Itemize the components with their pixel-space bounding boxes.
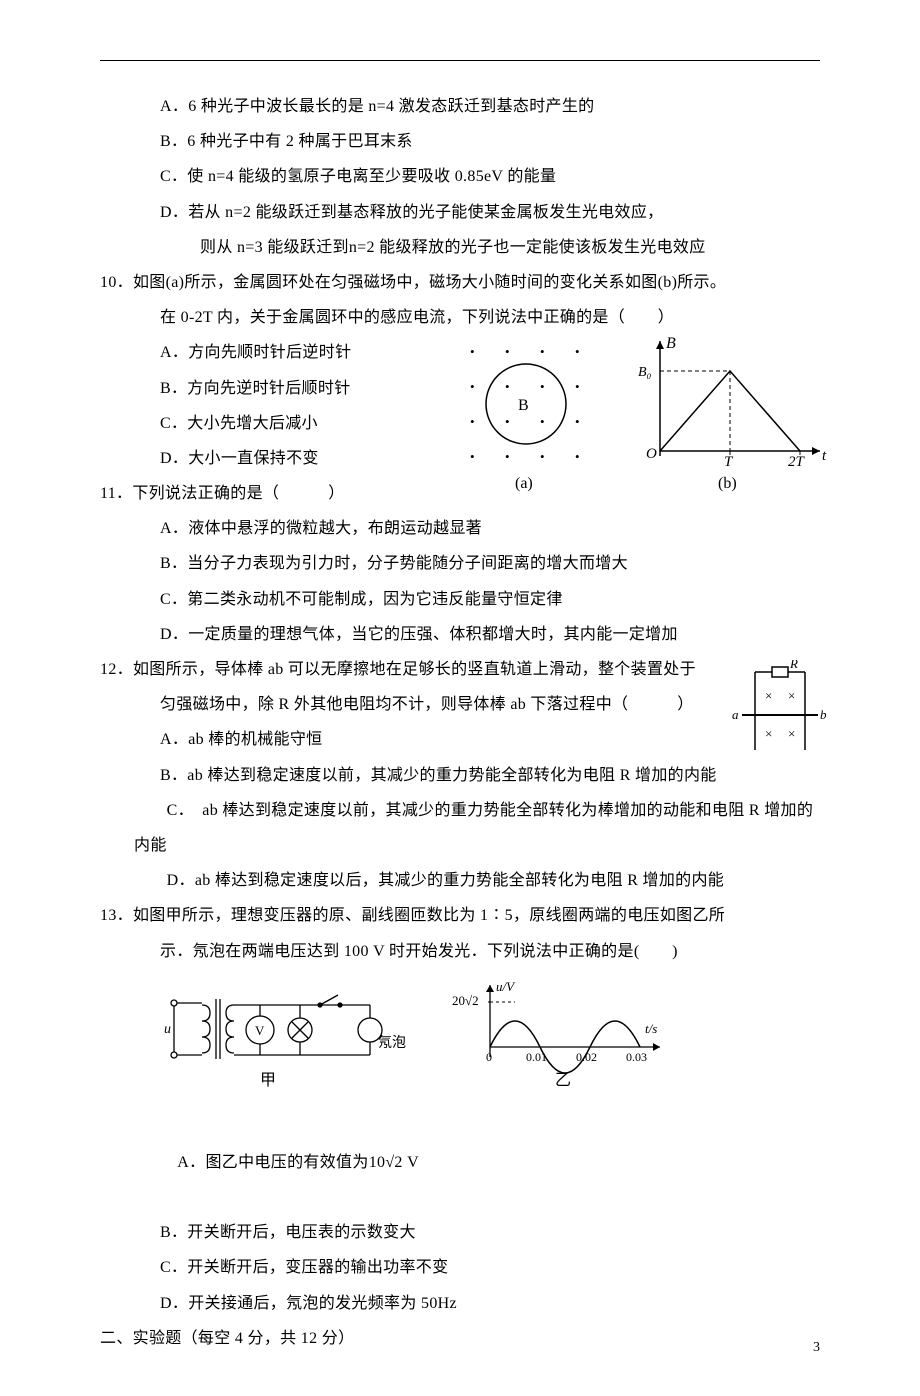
svg-text:•: •: [540, 449, 545, 464]
q12-option-d: D．ab 棒达到稳定速度以后，其减少的重力势能全部转化为电阻 R 增加的内能: [100, 863, 820, 898]
q10-label-a: (a): [515, 475, 533, 492]
q13-a-prefix: A．图乙中电压的有效值为: [177, 1154, 368, 1171]
q13-option-b: B．开关断开后，电压表的示数变大: [100, 1215, 820, 1250]
q10-t: T: [724, 454, 734, 470]
q13-yi-label: 乙: [555, 1072, 571, 1089]
svg-text:•: •: [505, 449, 510, 464]
q12-figure: R a b × × × ×: [730, 660, 830, 765]
q13-option-d: D．开关接通后，氖泡的发光频率为 50Hz: [100, 1286, 820, 1321]
svg-text:•: •: [505, 414, 510, 429]
q10-axis-b: B: [666, 336, 676, 352]
q10-graph: B t O B₀ T 2T (b): [638, 336, 827, 492]
q13-ymax: 20√2: [452, 993, 479, 1008]
q10-b-in-circle: B: [518, 397, 529, 414]
q9-option-b: B．6 种光子中有 2 种属于巴耳末系: [100, 124, 820, 159]
q11-option-c: C．第二类永动机不可能制成，因为它违反能量守恒定律: [100, 582, 820, 617]
q13-figure: u V: [160, 977, 820, 1102]
q12-b-label: b: [820, 707, 827, 722]
q10-stem-line2: 在 0-2T 内，关于金属圆环中的感应电流，下列说法中正确的是（ ）: [100, 300, 820, 335]
svg-text:•: •: [470, 344, 475, 359]
svg-text:×: ×: [765, 688, 772, 703]
svg-text:•: •: [575, 344, 580, 359]
q13-svg: u V: [160, 977, 680, 1097]
q11-option-b: B．当分子力表现为引力时，分子势能随分子间距离的增大而增大: [100, 546, 820, 581]
q10-stem-line1: 10．如图(a)所示，金属圆环处在匀强磁场中，磁场大小随时间的变化关系如图(b)…: [100, 265, 820, 300]
exam-page: A．6 种光子中波长最长的是 n=4 激发态跃迁到基态时产生的 B．6 种光子中…: [0, 0, 920, 1396]
svg-text:×: ×: [765, 726, 772, 741]
q10-label-b: (b): [718, 475, 737, 492]
q10-svg: • • • • • • • • • • • • • • • • B (a) B t O: [460, 336, 830, 496]
q11-option-a: A．液体中悬浮的微粒越大，布朗运动越显著: [100, 511, 820, 546]
svg-text:•: •: [470, 414, 475, 429]
q13-tick-2: 0.02: [576, 1050, 597, 1064]
q9-option-d-line2: 则从 n=3 能级跃迁到n=2 能级释放的光子也一定能使该板发生光电效应: [100, 230, 820, 265]
q13-jia-label: 甲: [260, 1072, 276, 1089]
svg-text:•: •: [575, 379, 580, 394]
q13-v-label: V: [255, 1023, 265, 1038]
q9-option-c: C．使 n=4 能级的氢原子电离至少要吸收 0.85eV 的能量: [100, 159, 820, 194]
svg-text:•: •: [540, 344, 545, 359]
q10-origin: O: [646, 446, 657, 462]
q10-2t: 2T: [788, 454, 806, 470]
svg-text:×: ×: [788, 688, 795, 703]
q13-option-a: A．图乙中电压的有效值为10√2 V: [100, 1110, 820, 1216]
q12-a-label: a: [732, 707, 739, 722]
q13-ylabel: u/V: [496, 979, 516, 994]
q10-axis-t: t: [822, 448, 827, 464]
svg-text:•: •: [540, 379, 545, 394]
q13-option-c: C．开关断开后，变压器的输出功率不变: [100, 1250, 820, 1285]
header-rule: [100, 60, 820, 61]
q9-option-a: A．6 种光子中波长最长的是 n=4 激发态跃迁到基态时产生的: [100, 89, 820, 124]
svg-text:•: •: [540, 414, 545, 429]
q12-option-b: B．ab 棒达到稳定速度以前，其减少的重力势能全部转化为电阻 R 增加的内能: [100, 758, 820, 793]
svg-text:•: •: [470, 449, 475, 464]
q13-stem-line2: 示．氖泡在两端电压达到 100 V 时开始发光．下列说法中正确的是( ): [100, 934, 820, 969]
svg-text:•: •: [505, 379, 510, 394]
q13-tick-1: 0.01: [526, 1050, 547, 1064]
svg-text:•: •: [575, 414, 580, 429]
q13-tick-0: 0: [486, 1050, 492, 1064]
q13-a-suffix: V: [403, 1154, 419, 1171]
q12-option-a: A．ab 棒的机械能守恒: [100, 722, 820, 757]
q12-r-label: R: [789, 660, 798, 671]
q13-neon-label: 氖泡: [378, 1035, 406, 1051]
svg-text:×: ×: [788, 726, 795, 741]
svg-text:•: •: [575, 449, 580, 464]
section-2-heading: 二、实验题（每空 4 分，共 12 分）: [100, 1321, 820, 1356]
q12-svg: R a b × × × ×: [730, 660, 830, 760]
q13-graph-yi: u/V 20√2 0 0.01 0.02 0.03 t/s 乙: [452, 979, 660, 1089]
q13-xlabel: t/s: [645, 1021, 657, 1036]
svg-text:•: •: [505, 344, 510, 359]
q13-stem-line1: 13．如图甲所示，理想变压器的原、副线圈匝数比为 1∶5，原线圈两端的电压如图乙…: [100, 898, 820, 933]
q12-option-c: C． ab 棒达到稳定速度以前，其减少的重力势能全部转化为棒增加的动能和电阻 R…: [100, 793, 820, 863]
q13-u-label: u: [164, 1022, 171, 1037]
q12-stem-line2: 匀强磁场中，除 R 外其他电阻均不计，则导体棒 ab 下落过程中（ ）: [100, 687, 820, 722]
q9-option-d-line1: D．若从 n=2 能级跃迁到基态释放的光子能使某金属板发生光电效应，: [100, 195, 820, 230]
q10-figure: • • • • • • • • • • • • • • • • B (a) B t O: [460, 336, 830, 501]
q11-option-d: D．一定质量的理想气体，当它的压强、体积都增大时，其内能一定增加: [100, 617, 820, 652]
q10-b0: B₀: [638, 365, 652, 380]
q13-circuit-jia: u V: [164, 995, 406, 1059]
svg-text:•: •: [470, 379, 475, 394]
q13-a-value: 10√2: [369, 1154, 403, 1171]
page-number: 3: [813, 1340, 820, 1356]
q12-stem-line1: 12．如图所示，导体棒 ab 可以无摩擦地在足够长的竖直轨道上滑动，整个装置处于: [100, 652, 820, 687]
q13-tick-3: 0.03: [626, 1050, 647, 1064]
